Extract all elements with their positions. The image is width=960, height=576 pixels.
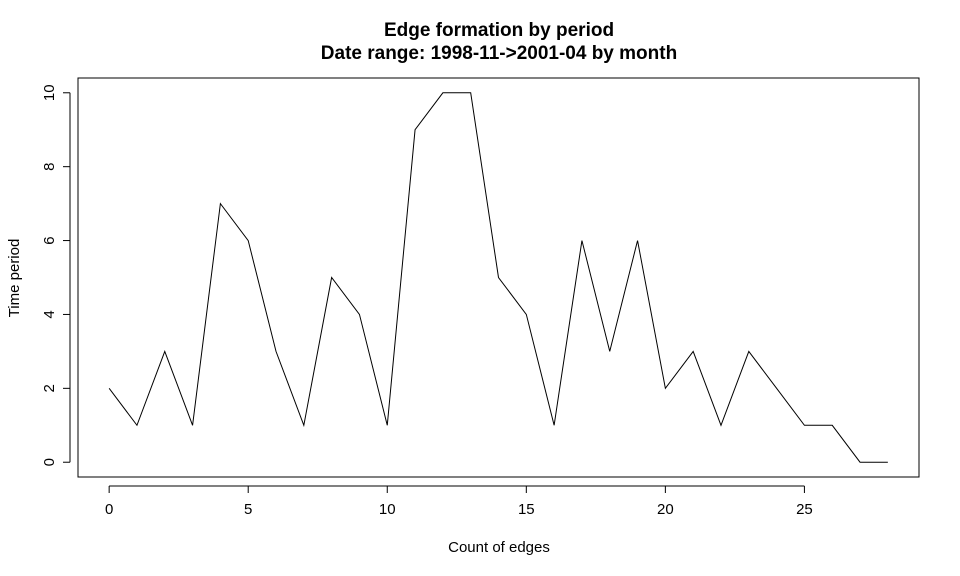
x-tick-label: 10: [379, 501, 396, 518]
y-tick-label: 0: [41, 458, 58, 466]
series-group: [108, 92, 888, 463]
series-line: [108, 92, 888, 463]
x-axis-label: Count of edges: [448, 539, 550, 556]
y-tick-label: 10: [41, 84, 58, 101]
x-tick-label: 20: [657, 501, 674, 518]
y-tick-label: 8: [41, 162, 58, 170]
y-tick-label: 2: [41, 384, 58, 392]
x-tick-label: 15: [518, 501, 535, 518]
y-axis: 0 2 4 6 8 10: [41, 84, 71, 466]
x-tick-label: 25: [796, 501, 813, 518]
y-axis-label: Time period: [6, 239, 23, 318]
chart-title: Edge formation by period: [384, 20, 614, 41]
y-tick-label: 6: [41, 236, 58, 244]
plot-box: [77, 77, 920, 478]
y-tick-label: 4: [41, 310, 58, 318]
x-axis: 0 5 10 15 20 25: [105, 485, 813, 518]
chart-subtitle: Date range: 1998-11->2001-04 by month: [321, 43, 677, 64]
x-tick-label: 0: [105, 501, 113, 518]
x-tick-label: 5: [244, 501, 252, 518]
